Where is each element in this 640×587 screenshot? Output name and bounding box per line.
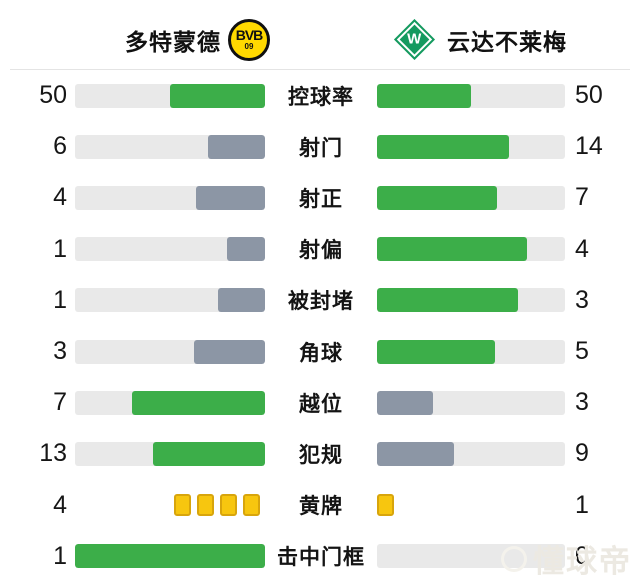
stat-row-shots-on-target: 4 射正 7 — [0, 172, 640, 223]
away-stat-value: 3 — [575, 285, 589, 314]
away-bar-track — [377, 83, 565, 108]
yellow-card-icon — [243, 494, 260, 517]
home-team: 多特蒙德 BVB 09 — [0, 18, 320, 61]
stat-row-corners: 3 角球 5 — [0, 326, 640, 377]
stats-list: 50 控球率 50 6 射门 14 4 射 — [0, 70, 640, 582]
away-team: W 云达不莱梅 — [320, 18, 640, 61]
away-bar-fill — [377, 237, 528, 262]
away-bar-fill — [377, 441, 454, 466]
stat-label: 射偏 — [299, 239, 343, 263]
away-yellow-cards — [377, 493, 565, 517]
home-bar-fill — [170, 83, 265, 108]
home-bar-fill — [195, 185, 265, 210]
home-logo-subtext: 09 — [244, 42, 254, 51]
stat-row-shots: 6 射门 14 — [0, 121, 640, 172]
home-bar-track — [75, 339, 265, 364]
away-team-logo-icon: W — [393, 18, 436, 61]
stat-row-fouls: 13 犯规 9 — [0, 428, 640, 479]
stat-label: 犯规 — [299, 443, 343, 467]
home-stat-value: 1 — [53, 285, 67, 314]
away-bar-track — [377, 185, 565, 210]
home-bar-fill — [132, 390, 265, 415]
home-stat-value: 50 — [39, 81, 67, 110]
home-bar-track — [75, 185, 265, 210]
home-bar-track — [75, 544, 265, 569]
home-bar-track — [75, 134, 265, 159]
yellow-card-icon — [197, 494, 214, 517]
away-bar-track — [377, 237, 565, 262]
away-team-name: 云达不莱梅 — [447, 28, 567, 55]
home-bar-fill — [193, 339, 265, 364]
stat-label: 射门 — [299, 136, 343, 160]
home-stat-value: 3 — [53, 337, 67, 366]
home-team-name: 多特蒙德 — [125, 28, 221, 55]
home-stat-value: 13 — [39, 439, 67, 468]
home-stat-value: 6 — [53, 132, 67, 161]
home-bar-fill — [208, 134, 265, 159]
home-yellow-cards — [75, 493, 265, 517]
home-bar-fill — [75, 544, 265, 569]
away-stat-value: 0 — [575, 541, 589, 570]
away-stat-value: 1 — [575, 490, 589, 519]
home-bar-track — [75, 237, 265, 262]
away-bar-track — [377, 288, 565, 313]
home-stat-value: 1 — [53, 541, 67, 570]
stat-row-yellow-cards: 4 黄牌 1 — [0, 480, 640, 531]
yellow-card-icon — [377, 494, 394, 517]
stat-row-woodwork: 1 击中门框 0 — [0, 531, 640, 582]
home-stat-value: 4 — [53, 183, 67, 212]
home-bar-fill — [152, 441, 265, 466]
home-bar-fill — [217, 288, 265, 313]
away-bar-fill — [377, 185, 497, 210]
away-bar-fill — [377, 390, 434, 415]
away-stat-value: 9 — [575, 439, 589, 468]
header: 多特蒙德 BVB 09 W 云达不莱梅 — [0, 0, 640, 69]
stat-row-blocked: 1 被封堵 3 — [0, 275, 640, 326]
home-team-logo-icon: BVB 09 — [228, 18, 270, 61]
stat-label: 射正 — [299, 187, 343, 211]
stat-label: 黄牌 — [299, 495, 343, 519]
away-bar-fill — [377, 134, 509, 159]
stat-row-offsides: 7 越位 3 — [0, 377, 640, 428]
stat-label: 越位 — [299, 392, 343, 416]
away-bar-track — [377, 339, 565, 364]
stat-label: 被封堵 — [288, 290, 354, 314]
stat-label: 控球率 — [288, 85, 354, 109]
away-bar-fill — [377, 339, 495, 364]
away-bar-track — [377, 134, 565, 159]
home-bar-fill — [227, 237, 265, 262]
home-bar-track — [75, 390, 265, 415]
yellow-card-icon — [220, 494, 237, 517]
away-stat-value: 14 — [575, 132, 603, 161]
header-divider — [10, 69, 630, 70]
home-bar-track — [75, 83, 265, 108]
stat-row-possession: 50 控球率 50 — [0, 70, 640, 121]
home-logo-text: BVB — [235, 27, 264, 43]
home-stat-value: 7 — [53, 388, 67, 417]
away-bar-track — [377, 441, 565, 466]
away-bar-fill — [377, 288, 518, 313]
home-bar-track — [75, 441, 265, 466]
away-bar-track — [377, 544, 565, 569]
away-stat-value: 4 — [575, 234, 589, 263]
away-stat-value: 50 — [575, 81, 603, 110]
stat-label: 击中门框 — [277, 546, 365, 570]
home-bar-track — [75, 288, 265, 313]
home-stat-value: 1 — [53, 234, 67, 263]
stat-row-shots-off-target: 1 射偏 4 — [0, 224, 640, 275]
away-bar-fill — [377, 83, 471, 108]
away-bar-track — [377, 390, 565, 415]
away-logo-letter: W — [407, 30, 422, 48]
away-stat-value: 5 — [575, 337, 589, 366]
home-stat-value: 4 — [53, 490, 67, 519]
away-stat-value: 3 — [575, 388, 589, 417]
stat-label: 角球 — [299, 341, 343, 365]
yellow-card-icon — [174, 494, 191, 517]
away-stat-value: 7 — [575, 183, 589, 212]
